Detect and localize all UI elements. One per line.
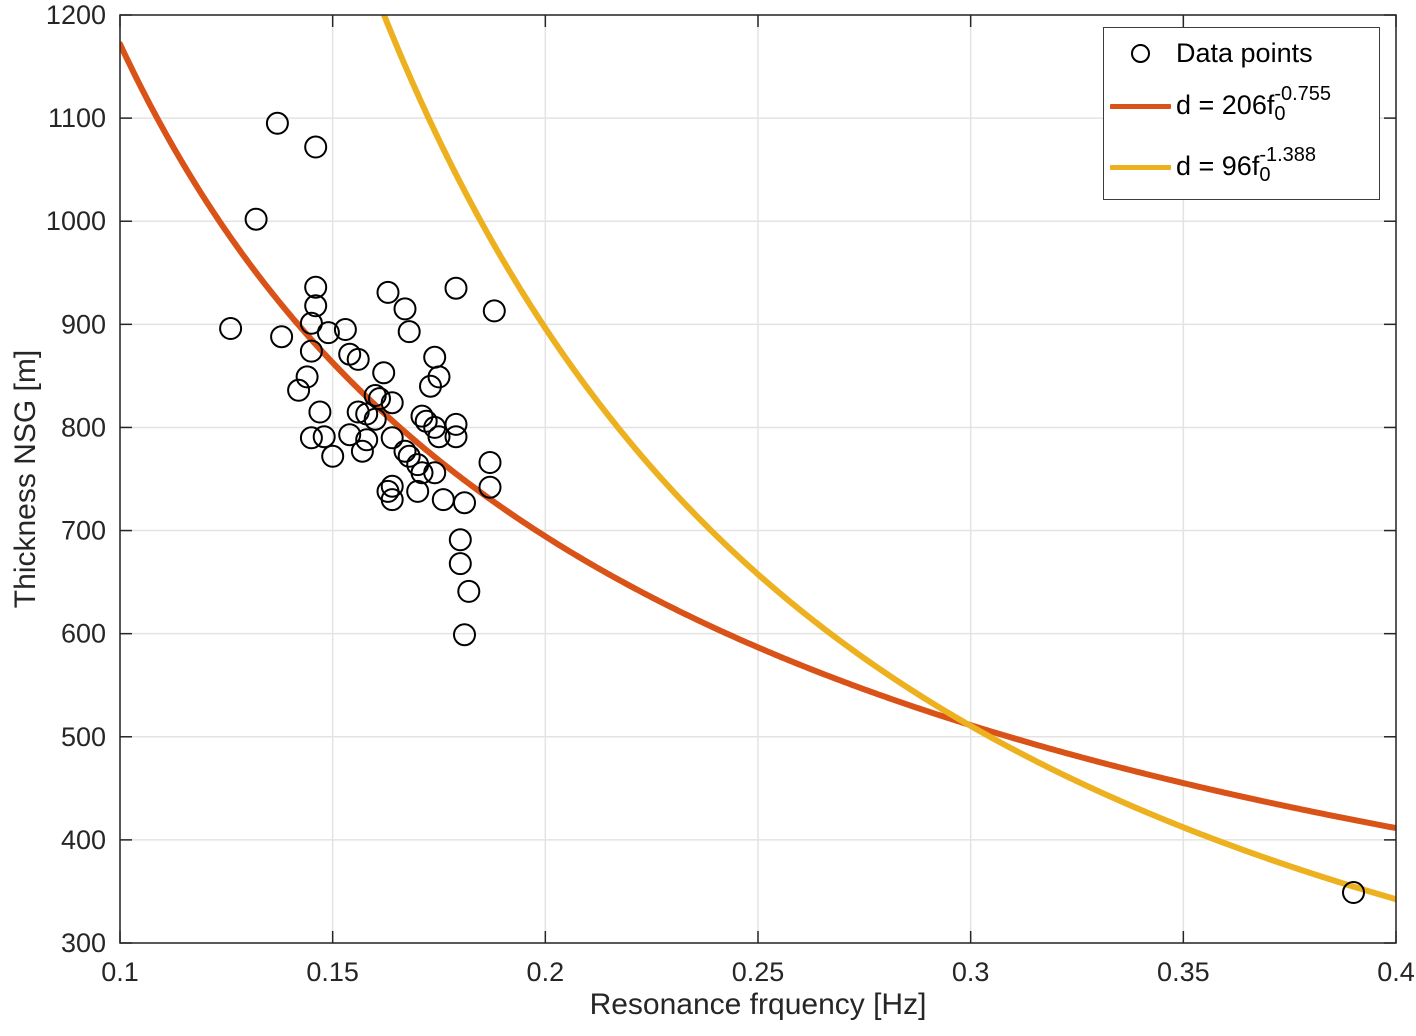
legend-item-fit-curve-1: d = 206f -0.755 0 [1104,76,1379,137]
data-point [299,426,323,450]
x-tick-label: 0.3 [952,957,990,987]
data-point [304,135,328,159]
data-point [478,451,502,474]
data-point [1342,881,1365,904]
legend-marker-cell [1104,44,1176,63]
data-point [427,425,451,449]
x-tick-label: 0.4 [1377,957,1415,987]
data-point [393,439,417,463]
data-point [431,488,455,512]
data-point [444,412,468,436]
y-tick-label: 1000 [46,206,106,236]
data-point [219,317,243,340]
y-tick-label: 1100 [48,103,106,133]
data-point [321,444,345,468]
data-point [265,111,289,135]
y-tick-label: 500 [61,722,106,752]
y-tick-label: 300 [61,928,106,958]
x-tick-label: 0.25 [732,957,785,987]
x-tick-label: 0.1 [101,957,139,987]
data-point [380,426,404,450]
data-point [346,347,370,371]
data-point [304,294,328,318]
legend-marker-cell [1104,165,1176,170]
data-point [380,391,404,415]
legend-item-fit-curve-2: d = 96f -1.388 0 [1104,137,1379,198]
x-tick-label: 0.35 [1157,957,1210,987]
data-point [423,345,447,369]
data-point [380,488,404,512]
data-point [423,461,447,485]
legend-label: d = 96f -1.388 0 [1176,143,1317,186]
y-axis-label: Thickness NSG [m] [9,349,42,609]
y-tick-label: 900 [61,309,106,339]
data-point [244,207,268,231]
data-point [453,623,476,647]
data-point [457,579,481,603]
x-tick-label: 0.15 [306,957,359,987]
legend: Data points d = 206f -0.755 0 d = 96f -1.38… [1103,27,1380,200]
data-point [304,275,328,299]
axes-box [119,14,1397,944]
red-line-swatch [1109,104,1171,109]
data-point [295,365,319,389]
data-point [448,552,472,576]
y-tick-label: 700 [61,516,106,546]
data-point [482,299,506,323]
fit-curves [120,15,1396,903]
data-point [380,474,404,498]
scatter-points [219,111,1365,904]
data-point [299,339,323,363]
y-tick-label: 1200 [46,0,106,30]
data-point [393,297,417,321]
data-point [376,479,400,503]
data-point [363,407,387,431]
data-point [270,325,294,349]
data-point [397,320,421,344]
yellow-line-swatch [1109,165,1171,170]
legend-marker-cell [1104,104,1176,109]
data-point [444,276,468,300]
data-point [419,374,442,398]
data-point [376,280,400,304]
legend-label: d = 206f -0.755 0 [1176,82,1332,125]
y-tick-label: 400 [61,825,106,855]
data-point [372,361,396,385]
data-point [316,321,340,345]
x-tick-label: 0.2 [527,957,565,987]
legend-item-data-points: Data points [1104,31,1379,76]
y-tick-label: 600 [61,619,106,649]
circle-marker-icon [1130,44,1150,63]
data-point [427,365,451,389]
data-point [453,491,476,515]
data-point [355,428,379,452]
data-point [410,461,434,485]
data-point [338,423,362,447]
data-point [448,528,472,552]
curve-1 [120,41,1396,832]
data-point [312,425,336,449]
data-point [406,479,430,503]
curve-2 [380,15,1396,903]
y-tick-label: 800 [61,412,106,442]
data-point [287,378,311,402]
tick-labels: 0.1 0.15 0.2 0.25 0.3 0.35 0.4 300 400 500 600 700 8… [46,0,1415,987]
legend-label: Data points [1176,38,1313,68]
data-point [397,444,421,468]
data-point [444,425,468,449]
data-point [410,404,434,428]
data-point [478,475,502,499]
data-point [308,400,332,424]
x-axis-label: Resonance frquency [Hz] [589,988,927,1021]
data-point [350,439,374,463]
data-point [333,318,357,341]
